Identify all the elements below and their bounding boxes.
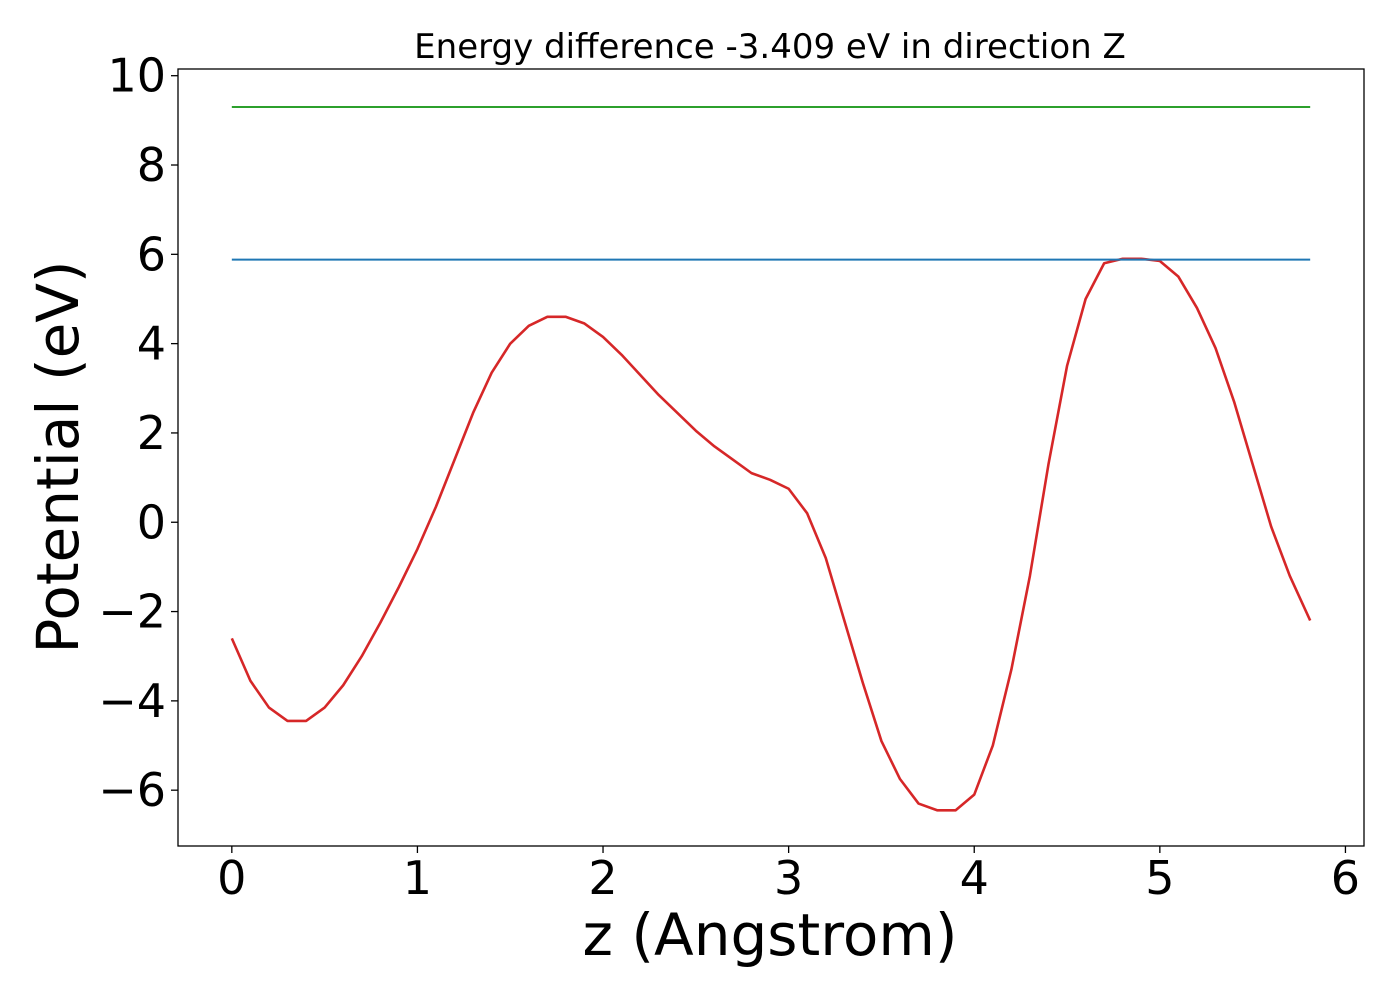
x-tick-label: 1 (403, 851, 432, 905)
x-tick-label: 3 (774, 851, 803, 905)
y-tick-label: −4 (98, 674, 166, 728)
y-tick-label: 0 (137, 495, 166, 549)
y-tick-label: 8 (137, 138, 166, 192)
series-line-0 (230, 257, 1312, 812)
series-layer (230, 105, 1312, 812)
x-tick-label: 6 (1331, 851, 1360, 905)
y-tick-label: 10 (107, 49, 166, 103)
y-tick-label: −2 (98, 585, 166, 639)
y-tick-label: 6 (137, 227, 166, 281)
y-ticks: −6 −4 −2 0 2 4 6 8 10 (98, 49, 178, 817)
y-tick-label: −6 (98, 763, 166, 817)
y-tick-label: 4 (137, 317, 166, 371)
x-ticks: 0 1 2 3 4 5 6 (217, 846, 1360, 905)
y-tick-label: 2 (137, 406, 166, 460)
chart-title: Energy difference -3.409 eV in direction… (414, 27, 1126, 67)
x-tick-label: 4 (960, 851, 989, 905)
x-tick-label: 0 (217, 851, 246, 905)
plot-frame (177, 68, 1365, 847)
x-axis-label: z (Angstrom) (583, 901, 958, 969)
x-tick-label: 5 (1145, 851, 1174, 905)
y-axis-label: Potential (eV) (24, 260, 92, 653)
x-tick-label: 2 (588, 851, 617, 905)
